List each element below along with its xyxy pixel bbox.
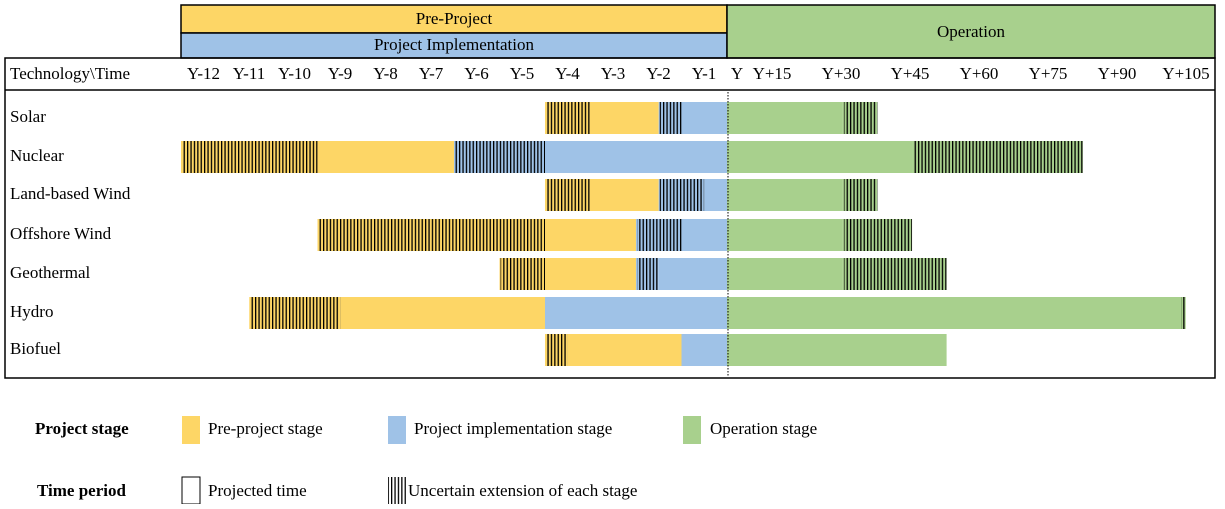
operation-header — [726, 4, 1216, 59]
uncertain-hatch — [455, 141, 545, 173]
stage-segment — [727, 334, 947, 366]
uncertain-hatch — [637, 219, 682, 251]
uncertain-hatch — [318, 219, 545, 251]
uncertain-hatch — [500, 258, 545, 290]
row-label: Geothermal — [10, 263, 91, 282]
time-label: Y+90 — [1098, 64, 1137, 83]
stage-segment — [545, 219, 636, 251]
uncertain-hatch — [913, 141, 1083, 173]
legend-label: Project implementation stage — [414, 419, 612, 438]
time-label: Y-10 — [278, 64, 311, 83]
stage-segment — [727, 141, 913, 173]
time-label: Y+45 — [891, 64, 930, 83]
time-label: Y-11 — [233, 64, 265, 83]
time-label: Y+105 — [1162, 64, 1209, 83]
legend-stage-title: Project stage — [35, 419, 129, 438]
uncertain-hatch — [637, 258, 659, 290]
row-label: Biofuel — [10, 339, 61, 358]
uncertain-hatch — [546, 179, 591, 211]
stage-segment — [545, 258, 636, 290]
time-label: Y-1 — [692, 64, 717, 83]
table-border — [4, 57, 1216, 379]
row-label: Nuclear — [10, 146, 64, 165]
stage-segment — [545, 141, 727, 173]
stage-segment — [681, 102, 727, 134]
legend-swatch — [182, 416, 200, 444]
legend-label: Projected time — [208, 481, 307, 500]
uncertain-hatch — [182, 141, 318, 173]
uncertain-hatch — [659, 102, 682, 134]
implementation-title: Project Implementation — [374, 35, 535, 54]
uncertain-hatch — [843, 219, 913, 251]
legend-swatch — [388, 416, 406, 444]
time-label: Y+15 — [753, 64, 792, 83]
legend-swatch — [683, 416, 701, 444]
stage-segment — [567, 334, 682, 366]
time-label: Y — [731, 64, 743, 83]
row-label: Land-based Wind — [10, 184, 131, 203]
legend-swatch — [388, 477, 406, 504]
time-label: Y-3 — [601, 64, 626, 83]
uncertain-hatch — [250, 297, 341, 329]
legend-period-title: Time period — [37, 481, 126, 500]
time-label: Y-8 — [373, 64, 398, 83]
uncertain-hatch — [546, 102, 591, 134]
stage-segment — [681, 334, 727, 366]
pre-project-header — [180, 4, 728, 34]
uncertain-hatch — [1181, 297, 1186, 329]
stage-segment — [704, 179, 727, 211]
corner-label: Technology\Time — [10, 64, 130, 83]
time-label: Y-2 — [646, 64, 671, 83]
pre-project-title: Pre-Project — [416, 9, 493, 28]
time-label: Y+75 — [1029, 64, 1068, 83]
uncertain-hatch — [659, 179, 705, 211]
stage-segment — [590, 179, 659, 211]
operation-title: Operation — [937, 22, 1005, 41]
stage-segment — [681, 219, 727, 251]
legend-label: Operation stage — [710, 419, 817, 438]
stage-segment — [727, 219, 843, 251]
uncertain-hatch — [843, 258, 947, 290]
stage-segment — [317, 141, 454, 173]
time-label: Y-4 — [555, 64, 580, 83]
stage-segment — [590, 102, 659, 134]
stage-segment — [727, 297, 1181, 329]
stage-segment — [727, 179, 843, 211]
stage-segment — [658, 258, 727, 290]
time-label: Y+60 — [960, 64, 999, 83]
time-label: Y-7 — [419, 64, 444, 83]
row-label: Hydro — [10, 302, 53, 321]
row-label: Offshore Wind — [10, 224, 112, 243]
uncertain-hatch — [843, 102, 878, 134]
implementation-header — [180, 32, 728, 59]
time-label: Y-9 — [328, 64, 353, 83]
time-label: Y-6 — [464, 64, 489, 83]
uncertain-hatch — [546, 334, 568, 366]
legend-swatch — [181, 476, 201, 505]
legend-label: Pre-project stage — [208, 419, 323, 438]
uncertain-hatch — [843, 179, 878, 211]
legend-label: Uncertain extension of each stage — [408, 481, 637, 500]
time-label: Y-12 — [187, 64, 220, 83]
time-label: Y+30 — [822, 64, 861, 83]
stage-segment — [340, 297, 545, 329]
stage-segment — [545, 297, 727, 329]
row-label: Solar — [10, 107, 46, 126]
stage-segment — [727, 258, 843, 290]
stage-segment — [727, 102, 843, 134]
time-label: Y-5 — [510, 64, 535, 83]
content: Y-12 Y-11 Y-10 Y-9 Y-8 Y-7 Y-6 Y-5 Y-4 Y-3 Y-2 Y-1 Y… — [10, 64, 1210, 366]
